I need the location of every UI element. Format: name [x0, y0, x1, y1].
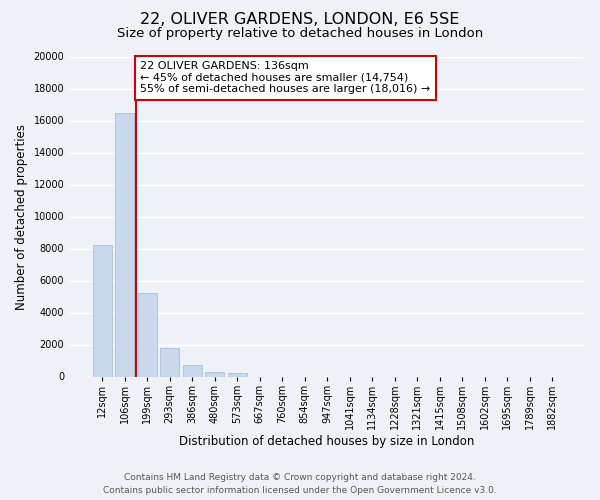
Bar [160, 348, 179, 376]
Text: 22 OLIVER GARDENS: 136sqm
← 45% of detached houses are smaller (14,754)
55% of s: 22 OLIVER GARDENS: 136sqm ← 45% of detac… [140, 62, 431, 94]
Bar [227, 374, 247, 376]
Bar [205, 372, 224, 376]
Text: Size of property relative to detached houses in London: Size of property relative to detached ho… [117, 28, 483, 40]
Bar [92, 246, 112, 376]
Bar [137, 292, 157, 376]
Bar [182, 365, 202, 376]
Y-axis label: Number of detached properties: Number of detached properties [15, 124, 28, 310]
Text: 22, OLIVER GARDENS, LONDON, E6 5SE: 22, OLIVER GARDENS, LONDON, E6 5SE [140, 12, 460, 28]
X-axis label: Distribution of detached houses by size in London: Distribution of detached houses by size … [179, 434, 475, 448]
Text: Contains HM Land Registry data © Crown copyright and database right 2024.
Contai: Contains HM Land Registry data © Crown c… [103, 473, 497, 495]
Bar [115, 112, 134, 376]
